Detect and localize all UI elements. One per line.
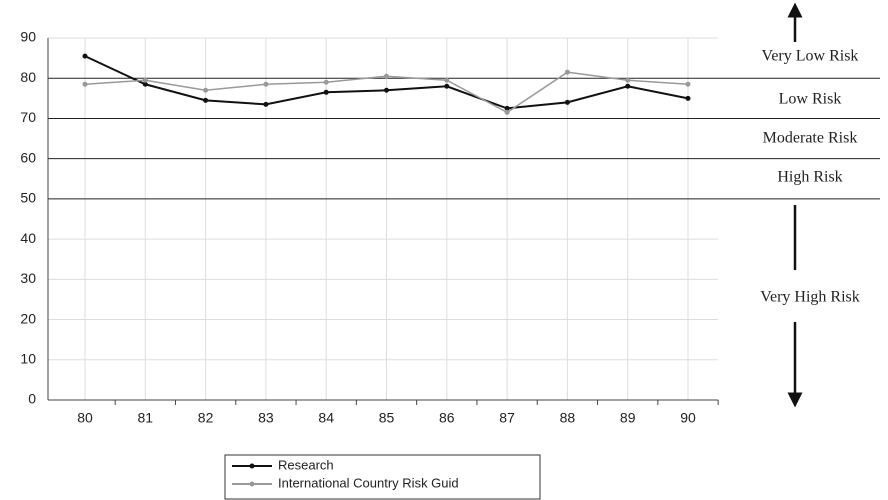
y-tick-label: 60	[20, 149, 36, 165]
point	[143, 78, 148, 83]
zone-label: Very High Risk	[760, 289, 860, 306]
point	[324, 90, 329, 95]
point	[686, 82, 691, 87]
x-tick-label: 86	[439, 410, 455, 426]
y-tick-label: 10	[20, 350, 36, 366]
y-tick-label: 80	[20, 69, 36, 85]
x-tick-label: 87	[499, 410, 515, 426]
point	[505, 110, 510, 115]
point	[686, 96, 691, 101]
x-tick-label: 82	[198, 410, 214, 426]
y-tick-label: 90	[20, 29, 36, 45]
chart: 0 10 20 30 40 50 60 70 80 90 80 81 82 83 84 85 86 87 88 89 9…	[0, 0, 888, 500]
zone-label: Very Low Risk	[762, 48, 859, 65]
x-tick-label: 84	[318, 410, 334, 426]
zone-label: High Risk	[777, 169, 842, 186]
x-tick-label: 83	[258, 410, 274, 426]
point	[625, 78, 630, 83]
y-tick-label: 20	[20, 310, 36, 326]
x-tick-label: 85	[379, 410, 395, 426]
point	[565, 100, 570, 105]
point	[444, 78, 449, 83]
x-tick-label: 89	[620, 410, 636, 426]
point	[203, 88, 208, 93]
legend-marker	[250, 482, 255, 487]
point	[444, 84, 449, 89]
zone-label: Moderate Risk	[763, 130, 858, 147]
point	[625, 84, 630, 89]
legend-label: Research	[278, 457, 334, 472]
point	[384, 74, 389, 79]
y-tick-label: 70	[20, 109, 36, 125]
y-tick-label: 0	[28, 391, 36, 407]
point	[324, 80, 329, 85]
zone-label: Low Risk	[779, 91, 842, 108]
legend-marker	[250, 464, 255, 469]
y-tick-label: 30	[20, 270, 36, 286]
point	[565, 70, 570, 75]
x-tick-label: 90	[680, 410, 696, 426]
y-tick-label: 50	[20, 190, 36, 206]
legend: Research International Country Risk Guid	[225, 455, 540, 499]
x-tick-label: 88	[560, 410, 576, 426]
point	[263, 82, 268, 87]
point	[83, 54, 88, 59]
x-tick-label: 81	[138, 410, 154, 426]
point	[384, 88, 389, 93]
legend-label: International Country Risk Guid	[278, 475, 459, 490]
point	[203, 98, 208, 103]
y-tick-label: 40	[20, 230, 36, 246]
x-tick-label: 80	[77, 410, 93, 426]
point	[263, 102, 268, 107]
point	[83, 82, 88, 87]
